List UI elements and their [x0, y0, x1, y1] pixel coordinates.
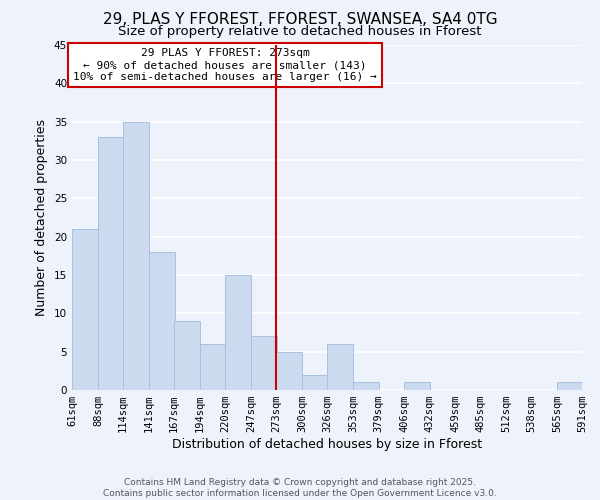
Y-axis label: Number of detached properties: Number of detached properties: [35, 119, 49, 316]
Bar: [149, 252, 175, 390]
Bar: [302, 374, 328, 390]
X-axis label: Distribution of detached houses by size in Fforest: Distribution of detached houses by size …: [172, 438, 482, 451]
Bar: [404, 382, 430, 390]
Bar: [276, 352, 302, 390]
Bar: [557, 382, 583, 390]
Text: 29, PLAS Y FFOREST, FFOREST, SWANSEA, SA4 0TG: 29, PLAS Y FFOREST, FFOREST, SWANSEA, SA…: [103, 12, 497, 28]
Text: Contains HM Land Registry data © Crown copyright and database right 2025.
Contai: Contains HM Land Registry data © Crown c…: [103, 478, 497, 498]
Bar: [327, 344, 353, 390]
Bar: [225, 275, 251, 390]
Bar: [174, 321, 200, 390]
Text: 29 PLAS Y FFOREST: 273sqm
← 90% of detached houses are smaller (143)
10% of semi: 29 PLAS Y FFOREST: 273sqm ← 90% of detac…: [73, 48, 377, 82]
Bar: [98, 137, 124, 390]
Text: Size of property relative to detached houses in Fforest: Size of property relative to detached ho…: [118, 25, 482, 38]
Bar: [251, 336, 277, 390]
Bar: [353, 382, 379, 390]
Bar: [72, 229, 98, 390]
Bar: [123, 122, 149, 390]
Bar: [200, 344, 226, 390]
